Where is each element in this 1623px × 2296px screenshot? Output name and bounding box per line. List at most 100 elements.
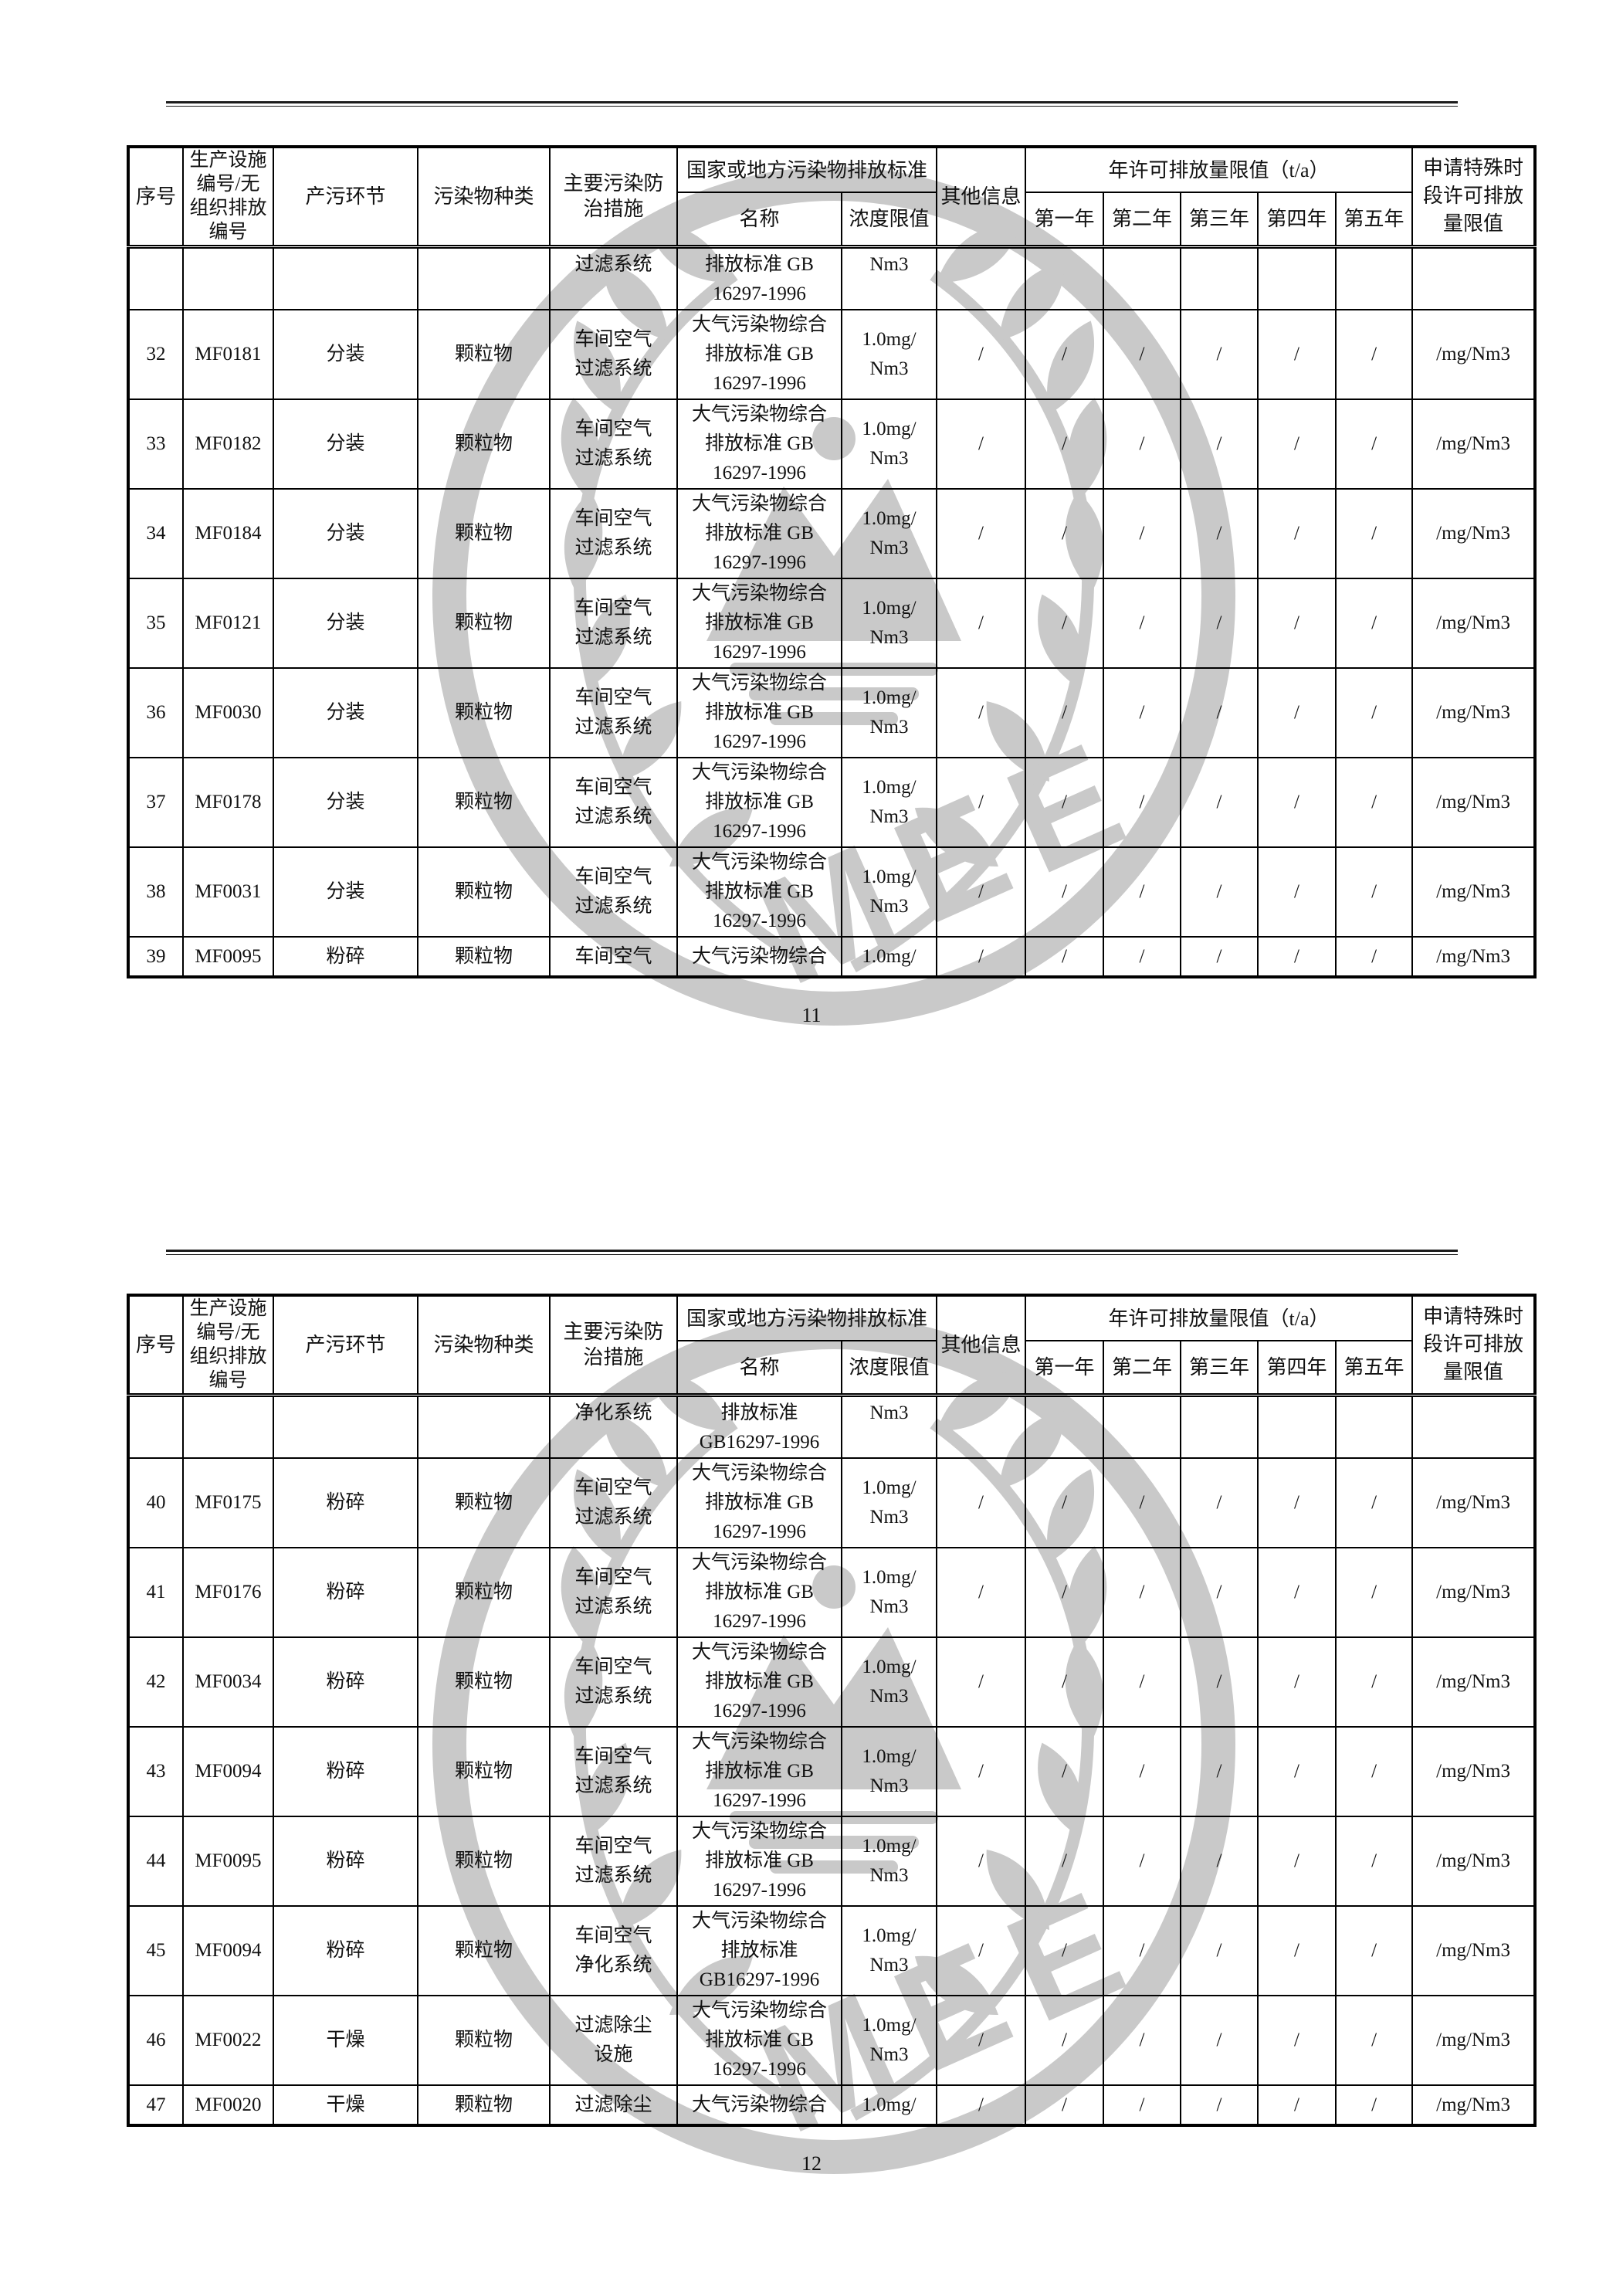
cell-y2: / bbox=[1103, 1547, 1182, 1638]
cell-no: 32 bbox=[127, 309, 184, 400]
col-header-standard-name: 名称 bbox=[676, 1340, 842, 1397]
col-header-year-1: 第一年 bbox=[1025, 1340, 1105, 1397]
cell-y2: / bbox=[1103, 757, 1182, 848]
col-header-annual-group: 年许可排放量限值（t/a） bbox=[1025, 146, 1414, 193]
cell-y4: / bbox=[1257, 578, 1337, 669]
cell-special: /mg/Nm3 bbox=[1411, 1816, 1537, 1907]
cell-no: 47 bbox=[127, 2084, 184, 2126]
cell-other: / bbox=[936, 1726, 1027, 1817]
cell-y1 bbox=[1025, 246, 1105, 310]
cell-other bbox=[936, 246, 1027, 310]
col-header-special: 申请特殊时 段许可排放 量限值 bbox=[1411, 146, 1537, 249]
cell-y2: / bbox=[1103, 936, 1182, 978]
cell-stage: 粉碎 bbox=[273, 1636, 418, 1728]
cell-y4: / bbox=[1257, 309, 1337, 400]
cell-pollutant: 颗粒物 bbox=[417, 1636, 551, 1728]
cell-special: /mg/Nm3 bbox=[1411, 1726, 1537, 1817]
cell-measure: 车间空气 过滤系统 bbox=[549, 1457, 678, 1548]
cell-y2: / bbox=[1103, 846, 1182, 938]
cell-special: /mg/Nm3 bbox=[1411, 578, 1537, 669]
col-header-conc-limit: 浓度限值 bbox=[840, 1340, 938, 1397]
cell-y4 bbox=[1257, 1394, 1337, 1459]
cell-std_name: 排放标准 GB16297-1996 bbox=[676, 1394, 842, 1459]
table-row: 过滤系统 排放标准 GB 16297-1996 Nm3 bbox=[127, 246, 1537, 310]
cell-limit: 1.0mg/ Nm3 bbox=[840, 1457, 938, 1548]
cell-std_name: 大气污染物综合 排放标准 GB 16297-1996 bbox=[676, 1995, 842, 2086]
cell-y3: / bbox=[1180, 846, 1259, 938]
cell-std_name: 大气污染物综合 排放标准 GB 16297-1996 bbox=[676, 398, 842, 490]
cell-no: 41 bbox=[127, 1547, 184, 1638]
cell-stage: 分装 bbox=[273, 398, 418, 490]
cell-y3: / bbox=[1180, 398, 1259, 490]
table-row: 36 MF0030 分装 颗粒物 车间空气 过滤系统 大气污染物综合 排放标准 GB 16… bbox=[127, 667, 1537, 758]
cell-id: MF0182 bbox=[182, 398, 274, 490]
col-header-facility-id: 生产设施 编号/无 组织排放 编号 bbox=[182, 146, 274, 249]
cell-special: /mg/Nm3 bbox=[1411, 2084, 1537, 2126]
cell-id: MF0020 bbox=[182, 2084, 274, 2126]
cell-y2: / bbox=[1103, 488, 1182, 579]
cell-limit: 1.0mg/ Nm3 bbox=[840, 1816, 938, 1907]
cell-special bbox=[1411, 1394, 1537, 1459]
cell-measure: 过滤除尘 设施 bbox=[549, 1995, 678, 2086]
cell-y2: / bbox=[1103, 1726, 1182, 1817]
cell-y1: / bbox=[1025, 757, 1105, 848]
cell-id bbox=[182, 1394, 274, 1459]
cell-y3 bbox=[1180, 246, 1259, 310]
col-header-standard-group: 国家或地方污染物排放标准 bbox=[676, 146, 938, 193]
cell-y3: / bbox=[1180, 1457, 1259, 1548]
cell-stage bbox=[273, 1394, 418, 1459]
cell-pollutant: 颗粒物 bbox=[417, 757, 551, 848]
cell-special: /mg/Nm3 bbox=[1411, 1457, 1537, 1548]
cell-y1: / bbox=[1025, 578, 1105, 669]
cell-id: MF0178 bbox=[182, 757, 274, 848]
cell-special: /mg/Nm3 bbox=[1411, 1995, 1537, 2086]
cell-pollutant: 颗粒物 bbox=[417, 1547, 551, 1638]
cell-std_name: 大气污染物综合 排放标准 GB 16297-1996 bbox=[676, 488, 842, 579]
cell-pollutant: 颗粒物 bbox=[417, 846, 551, 938]
col-header-conc-limit: 浓度限值 bbox=[840, 192, 938, 249]
cell-std_name: 大气污染物综合 排放标准 GB16297-1996 bbox=[676, 1905, 842, 1996]
cell-id: MF0094 bbox=[182, 1905, 274, 1996]
cell-other: / bbox=[936, 667, 1027, 758]
cell-y5: / bbox=[1335, 936, 1414, 978]
cell-y2 bbox=[1103, 246, 1182, 310]
cell-y3 bbox=[1180, 1394, 1259, 1459]
cell-y4: / bbox=[1257, 488, 1337, 579]
cell-limit: 1.0mg/ Nm3 bbox=[840, 398, 938, 490]
cell-stage bbox=[273, 246, 418, 310]
cell-std_name: 大气污染物综合 排放标准 GB 16297-1996 bbox=[676, 757, 842, 848]
cell-y5: / bbox=[1335, 1905, 1414, 1996]
cell-stage: 分装 bbox=[273, 757, 418, 848]
cell-stage: 干燥 bbox=[273, 2084, 418, 2126]
col-header-pollutant: 污染物种类 bbox=[417, 146, 551, 249]
cell-y1: / bbox=[1025, 667, 1105, 758]
cell-measure: 车间空气 过滤系统 bbox=[549, 1636, 678, 1728]
cell-no: 43 bbox=[127, 1726, 184, 1817]
cell-std_name: 大气污染物综合 排放标准 GB 16297-1996 bbox=[676, 667, 842, 758]
cell-std_name: 大气污染物综合 排放标准 GB 16297-1996 bbox=[676, 1547, 842, 1638]
cell-y1: / bbox=[1025, 2084, 1105, 2126]
cell-measure: 车间空气 过滤系统 bbox=[549, 398, 678, 490]
table-row: 37 MF0178 分装 颗粒物 车间空气 过滤系统 大气污染物综合 排放标准 GB 16… bbox=[127, 757, 1537, 848]
col-header-year-4: 第四年 bbox=[1257, 192, 1337, 249]
cell-std_name: 大气污染物综合 排放标准 GB 16297-1996 bbox=[676, 1726, 842, 1817]
cell-y5: / bbox=[1335, 488, 1414, 579]
cell-limit: 1.0mg/ Nm3 bbox=[840, 1726, 938, 1817]
cell-y3: / bbox=[1180, 667, 1259, 758]
cell-no: 38 bbox=[127, 846, 184, 938]
cell-pollutant: 颗粒物 bbox=[417, 1905, 551, 1996]
cell-y5: / bbox=[1335, 1726, 1414, 1817]
cell-special: /mg/Nm3 bbox=[1411, 936, 1537, 978]
cell-y3: / bbox=[1180, 1636, 1259, 1728]
cell-pollutant bbox=[417, 1394, 551, 1459]
cell-measure: 净化系统 bbox=[549, 1394, 678, 1459]
cell-y4: / bbox=[1257, 757, 1337, 848]
cell-y4: / bbox=[1257, 1457, 1337, 1548]
col-header-standard-group: 国家或地方污染物排放标准 bbox=[676, 1294, 938, 1341]
cell-y1: / bbox=[1025, 488, 1105, 579]
col-header-year-3: 第三年 bbox=[1180, 1340, 1259, 1397]
cell-y5 bbox=[1335, 246, 1414, 310]
cell-pollutant: 颗粒物 bbox=[417, 667, 551, 758]
header-rule bbox=[166, 1250, 1458, 1255]
